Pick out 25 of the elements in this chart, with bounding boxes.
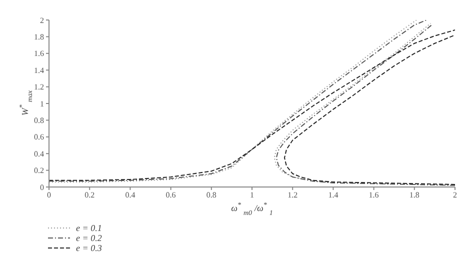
legend-label: e = 0.3 — [76, 243, 102, 253]
y-tick-label: 0 — [40, 182, 44, 192]
y-tick-label: 0.2 — [34, 166, 44, 176]
x-tick-label: 0.4 — [125, 190, 136, 200]
x-tick-label: 0.2 — [84, 190, 95, 200]
y-tick-label: 0.4 — [34, 149, 44, 158]
y-tick-label: 1.6 — [34, 49, 44, 58]
x-tick-label: 1.8 — [409, 190, 420, 200]
x-tick-label: 1.4 — [328, 190, 338, 200]
y-tick-label: 0.6 — [34, 132, 44, 142]
y-tick-label: 2 — [40, 16, 44, 25]
y-tick-label: 1.4 — [34, 66, 44, 75]
legend-label: e = 0.1 — [76, 223, 102, 233]
x-tick-label: 1.6 — [368, 190, 379, 200]
x-tick-label: 1 — [250, 190, 254, 200]
y-tick-label: 1.2 — [34, 82, 44, 92]
y-tick-label: 1 — [40, 99, 44, 108]
x-tick-label: 0.8 — [206, 190, 216, 200]
x-tick-label: 0.6 — [166, 190, 176, 200]
x-tick-label: 0 — [47, 190, 51, 200]
legend-label: e = 0.2 — [76, 233, 102, 243]
y-tick-label: 0.8 — [34, 116, 44, 126]
y-tick-label: 1.8 — [34, 32, 44, 42]
x-tick-label: 1.2 — [288, 190, 298, 200]
x-tick-label: 2 — [453, 190, 457, 200]
